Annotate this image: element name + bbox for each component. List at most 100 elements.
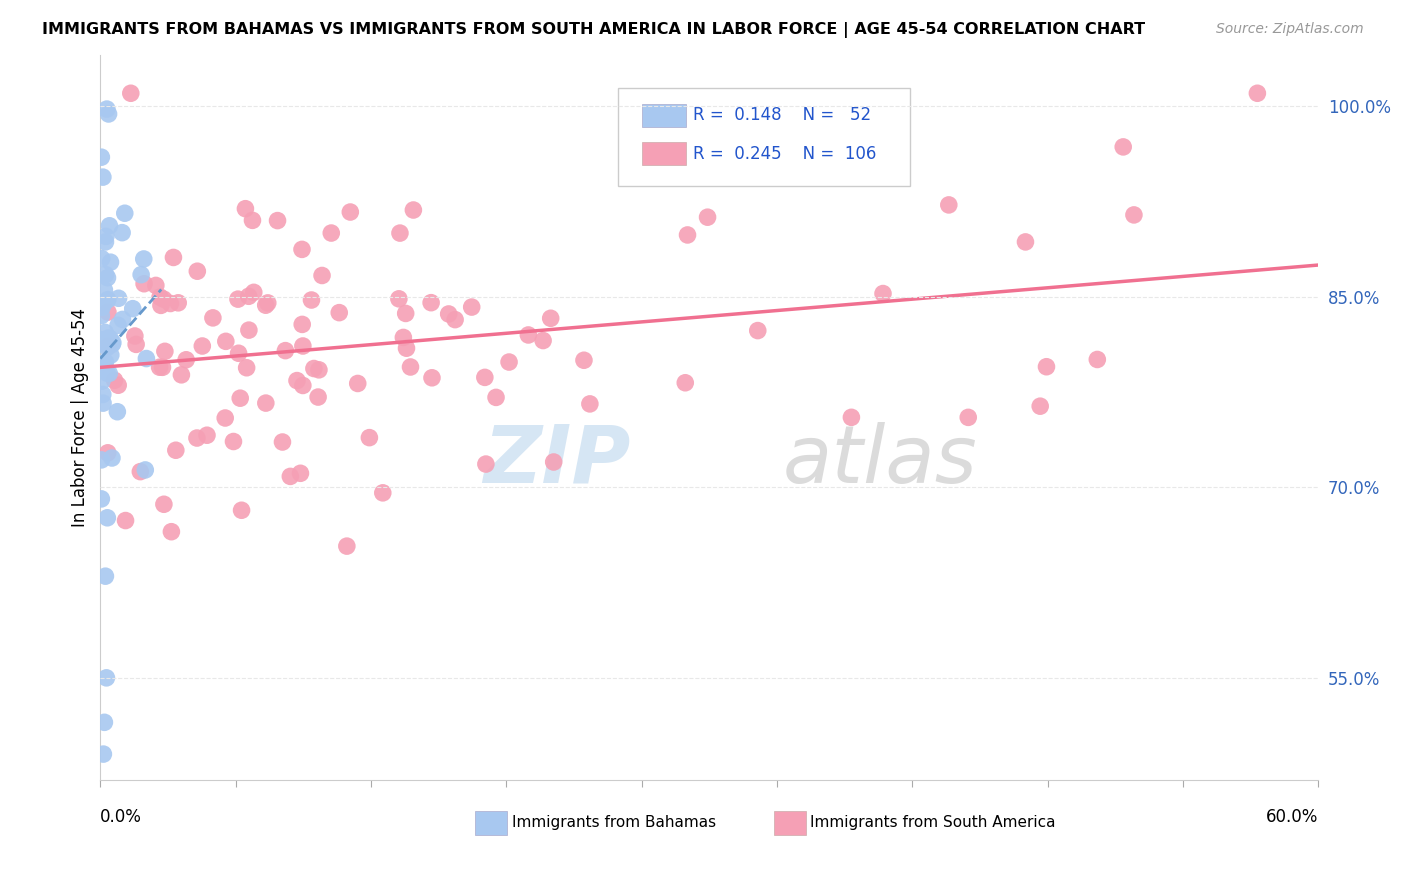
Point [543,455,565,469]
Point [420,295,443,310]
Point [94,235,117,249]
Point [114,206,136,220]
Point [90,491,112,506]
Point [395,306,418,320]
Point [145,278,167,293]
Point [96,341,118,355]
Text: R =  0.245    N =  106: R = 0.245 N = 106 [693,145,877,162]
Point [540,311,562,326]
Point [98,332,121,346]
Point [93,715,115,730]
Point [222,434,245,449]
Point [152,292,174,306]
Point [120,87,142,101]
Point [125,337,148,351]
Text: Immigrants from Bahamas: Immigrants from Bahamas [512,815,716,830]
Point [308,363,330,377]
Point [101,335,124,350]
Point [170,368,193,382]
Point [460,300,482,314]
FancyBboxPatch shape [643,103,686,127]
Point [96,510,118,524]
Text: Immigrants from South America: Immigrants from South America [810,815,1056,830]
Point [231,503,253,517]
Point [97,107,120,121]
Text: 0.0%: 0.0% [100,808,142,827]
Point [111,312,134,326]
Point [107,318,129,333]
Point [132,252,155,266]
FancyBboxPatch shape [619,87,910,186]
Point [149,298,172,312]
Point [159,296,181,310]
Text: 60.0%: 60.0% [1265,808,1319,827]
Point [149,360,172,375]
Point [215,334,238,349]
Point [160,524,183,539]
Point [90,336,112,351]
Point [93,283,115,297]
Point [105,405,128,419]
Point [238,323,260,337]
Point [97,446,120,460]
Point [201,310,224,325]
Point [938,198,960,212]
Point [90,333,112,347]
Point [266,213,288,227]
Point [165,443,187,458]
Point [307,390,329,404]
Point [98,367,121,381]
Point [111,226,134,240]
Point [235,202,257,216]
Point [444,312,467,326]
Point [90,374,112,388]
Point [321,226,343,240]
Point [290,467,312,481]
Point [214,411,236,425]
Text: ZIP: ZIP [482,422,630,500]
Point [174,352,197,367]
Point [673,376,696,390]
Point [90,299,112,313]
Point [256,296,278,310]
Point [301,293,323,307]
Point [96,102,118,116]
Point [311,268,333,283]
Point [91,170,114,185]
Point [98,219,121,233]
FancyBboxPatch shape [643,142,686,165]
Point [186,431,208,445]
Point [1246,87,1268,101]
Point [328,305,350,319]
Point [91,301,114,315]
Point [114,514,136,528]
Text: atlas: atlas [782,422,977,500]
Text: R =  0.148    N =   52: R = 0.148 N = 52 [693,106,872,124]
Point [129,268,152,282]
Point [94,326,117,340]
Point [437,307,460,321]
Point [149,290,172,304]
Point [94,569,117,583]
FancyBboxPatch shape [773,811,806,835]
Point [291,378,314,392]
Point [96,366,118,380]
Point [121,301,143,316]
Point [97,293,120,307]
Point [162,251,184,265]
Point [747,324,769,338]
Point [291,339,314,353]
Text: IMMIGRANTS FROM BAHAMAS VS IMMIGRANTS FROM SOUTH AMERICA IN LABOR FORCE | AGE 45: IMMIGRANTS FROM BAHAMAS VS IMMIGRANTS FR… [42,22,1146,38]
Point [96,671,118,685]
Point [191,339,214,353]
Point [97,331,120,345]
Point [302,361,325,376]
Point [420,371,443,385]
Point [96,270,118,285]
Point [103,373,125,387]
Point [100,348,122,362]
Point [676,227,699,242]
Point [93,357,115,371]
Point [572,353,595,368]
Point [388,226,411,240]
